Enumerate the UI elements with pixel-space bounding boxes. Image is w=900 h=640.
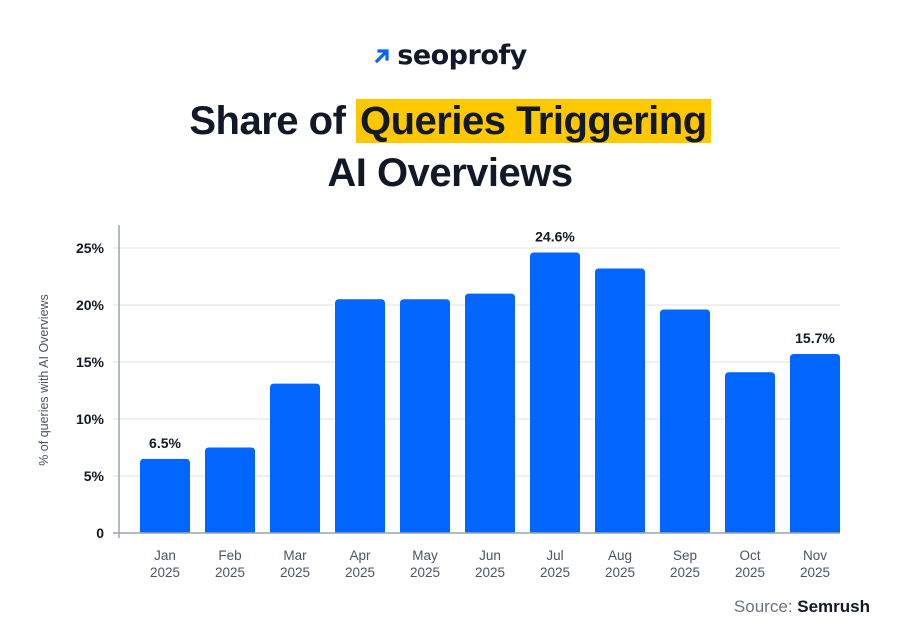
x-tick-label: Jul xyxy=(546,548,563,563)
data-label: 6.5% xyxy=(149,435,181,451)
title-line2: AI Overviews xyxy=(327,151,573,195)
title-prefix: Share of xyxy=(189,99,356,143)
x-tick-year: 2025 xyxy=(540,565,570,580)
x-tick-year: 2025 xyxy=(410,565,440,580)
y-tick-label: 20% xyxy=(76,297,105,313)
brand-name: seoprofy xyxy=(397,40,527,71)
y-tick-label: 15% xyxy=(76,354,105,370)
bar xyxy=(140,458,190,533)
x-tick-label: Apr xyxy=(349,548,371,563)
y-tick-label: 10% xyxy=(76,411,105,427)
x-tick-year: 2025 xyxy=(280,565,310,580)
chart-title: Share of Queries Triggering AI Overviews xyxy=(0,95,900,199)
y-tick-label: 5% xyxy=(84,468,105,484)
x-tick-year: 2025 xyxy=(150,565,180,580)
x-tick-year: 2025 xyxy=(605,565,635,580)
x-tick-label: Aug xyxy=(608,548,632,563)
x-tick-label: Jun xyxy=(479,548,501,563)
x-tick-year: 2025 xyxy=(735,565,765,580)
x-tick-label: Feb xyxy=(218,548,241,563)
x-tick-year: 2025 xyxy=(475,565,505,580)
y-axis-label: % of queries with AI Overviews xyxy=(37,294,51,466)
x-tick-label: Jan xyxy=(154,548,176,563)
x-tick-label: May xyxy=(412,548,438,563)
data-label: 24.6% xyxy=(535,229,575,245)
y-tick-label: 25% xyxy=(76,240,105,256)
bar xyxy=(465,293,515,533)
bar xyxy=(270,383,320,533)
y-tick-label: 0 xyxy=(96,525,104,541)
bar xyxy=(595,268,645,533)
bar xyxy=(400,299,450,533)
x-tick-year: 2025 xyxy=(800,565,830,580)
bar xyxy=(725,372,775,533)
source-name: Semrush xyxy=(797,597,870,616)
bar xyxy=(790,354,840,533)
x-tick-label: Mar xyxy=(283,548,307,563)
bar xyxy=(205,447,255,533)
x-tick-year: 2025 xyxy=(670,565,700,580)
source-note: Source: Semrush xyxy=(734,597,870,617)
x-tick-label: Nov xyxy=(803,548,827,563)
x-tick-year: 2025 xyxy=(215,565,245,580)
arrow-up-right-icon xyxy=(374,48,389,63)
title-highlight: Queries Triggering xyxy=(356,99,711,143)
brand-logo: seoprofy xyxy=(0,40,900,71)
x-tick-year: 2025 xyxy=(345,565,375,580)
x-tick-label: Oct xyxy=(739,548,760,563)
bar xyxy=(530,252,580,533)
source-label: Source: xyxy=(733,597,793,616)
bar xyxy=(335,299,385,533)
data-label: 15.7% xyxy=(795,330,835,346)
x-tick-label: Sep xyxy=(673,548,697,563)
bar xyxy=(660,309,710,533)
